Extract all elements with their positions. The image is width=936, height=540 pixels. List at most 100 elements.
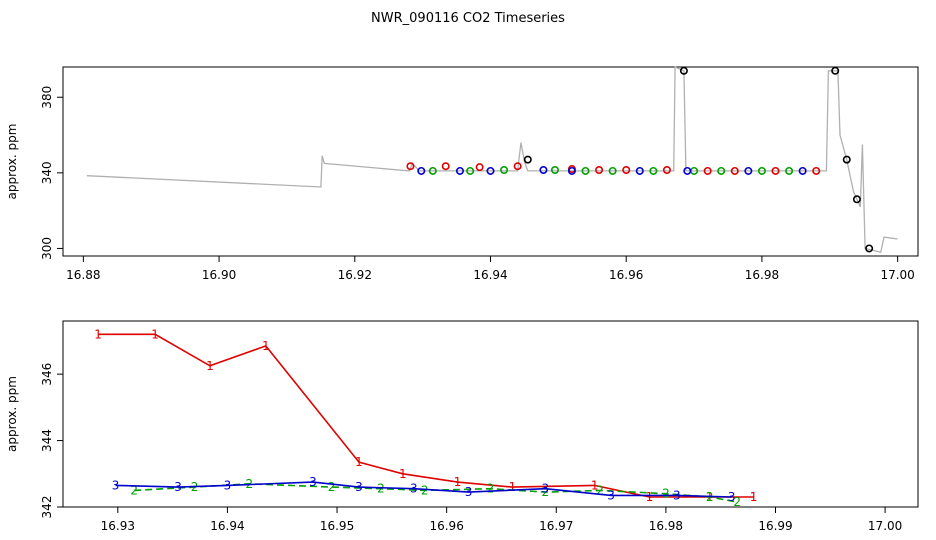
series-point-label: 3 [174,480,182,494]
marker-point [441,162,450,171]
x-tick-label: 16.95 [320,519,354,533]
marker-point [523,155,532,164]
y-tick-label: 380 [40,86,54,109]
x-tick-label: 16.90 [202,268,236,282]
marker-point [662,166,671,175]
series-point-label: 3 [673,488,681,502]
x-tick-label: 16.96 [429,519,463,533]
series-point-label: 2 [596,483,604,497]
x-tick-label: 16.99 [758,519,792,533]
marker-point [608,166,617,175]
x-tick-label: 16.96 [609,268,643,282]
marker-point [550,166,559,175]
x-tick-label: 16.98 [745,268,779,282]
marker-point [831,66,840,75]
marker-point [475,163,484,172]
marker-point [812,166,821,175]
x-tick-label: 16.98 [649,519,683,533]
series-point-label: 1 [206,359,214,373]
series-point-label: 3 [410,482,418,496]
marker-point [852,195,861,204]
marker-point [466,166,475,175]
x-tick-label: 16.88 [66,268,100,282]
x-tick-label: 16.92 [338,268,372,282]
marker-point [683,166,692,175]
series-point-label: 2 [662,487,670,501]
series-point-label: 3 [355,480,363,494]
x-tick-label: 16.94 [210,519,244,533]
marker-point [428,166,437,175]
series-point-label: 1 [262,339,270,353]
series-point-label: 2 [541,485,549,499]
y-axis-label: approx. ppm [5,376,19,452]
marker-point [500,166,509,175]
series-point-label: 1 [399,467,407,481]
x-tick-label: 16.97 [539,519,573,533]
series-point-label: 2 [246,477,254,491]
series-point-label: 1 [646,490,654,504]
y-tick-label: 342 [40,496,54,519]
marker-point [703,166,712,175]
series-point-label: 2 [130,483,138,497]
marker-point [842,155,851,164]
series-line [115,481,732,498]
series-point-label: 2 [733,495,741,509]
series-line [98,333,754,498]
marker-point [717,166,726,175]
x-tick-label: 17.00 [880,268,914,282]
y-tick-label: 344 [40,429,54,452]
marker-point [622,166,631,175]
lower-panel: 16.93 16.94 16.95 16.96 16.97 16.98 16.99 17.00… [5,320,919,533]
marker-point [595,166,604,175]
series-point-label: 1 [454,475,462,489]
x-tick-label: 17.00 [868,519,902,533]
series-point-label: 3 [541,482,549,496]
y-axis-label: approx. ppm [5,124,19,200]
x-tick-label: 16.94 [473,268,507,282]
series-point-label: 3 [728,490,736,504]
marker-point [455,166,464,175]
marker-point [649,166,658,175]
marker-point [406,162,415,171]
series-point-label: 1 [151,327,159,341]
marker-point [679,66,688,75]
marker-point [785,166,794,175]
marker-point [417,166,426,175]
marker-point [744,166,753,175]
y-tick-label: 300 [40,237,54,260]
marker-point [865,244,874,253]
series-point-label: 3 [224,478,232,492]
plot-frame [62,320,919,508]
series-point-label: 2 [487,482,495,496]
series-point-label: 3 [112,478,120,492]
upper-panel: 16.88 16.90 16.92 16.94 16.96 16.98 17.00 300 34… [5,66,919,282]
series-point-label: 3 [309,475,317,489]
series-point-label: 1 [750,490,758,504]
series-point-label: 1 [355,455,363,469]
marker-point [567,166,576,175]
series-point-label: 2 [421,483,429,497]
series-point-label: 2 [377,482,385,496]
raw-co2-trace [86,66,898,253]
plot-frame [62,66,919,257]
series-point-label: 1 [94,327,102,341]
marker-point [581,166,590,175]
marker-point [635,166,644,175]
series-point-label: 3 [465,485,473,499]
marker-point [539,166,548,175]
y-tick-label: 340 [40,161,54,184]
marker-point [771,166,780,175]
chart-title: NWR_090116 CO2 Timeseries [371,11,565,26]
marker-point [798,166,807,175]
series-line [134,482,738,503]
series-point-label: 1 [591,478,599,492]
series-point-label: 1 [509,480,517,494]
marker-point [757,166,766,175]
series-point-label: 3 [607,488,615,502]
marker-point [486,166,495,175]
marker-point [730,166,739,175]
y-tick-label: 346 [40,363,54,386]
series-point-label: 2 [328,480,336,494]
marker-point [513,162,522,171]
